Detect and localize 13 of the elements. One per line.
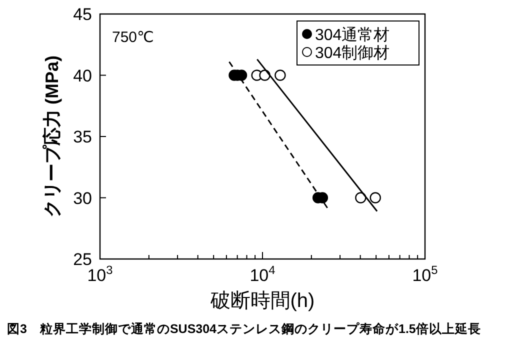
y-tick-label: 25 bbox=[73, 250, 92, 269]
caption: 図3 粒界工学制御で通常のSUS304ステンレス鋼のクリープ寿命が1.5倍以上延長 bbox=[7, 321, 481, 336]
y-tick-label: 30 bbox=[73, 188, 92, 208]
legend-label: 304通常材 bbox=[315, 26, 390, 44]
y-tick-label: 35 bbox=[73, 128, 92, 146]
legend-label: 304制御材 bbox=[315, 44, 390, 62]
x-axis-title: 破断時間(h) bbox=[209, 290, 315, 312]
y-axis-title: クリープ応力 (MPa) bbox=[42, 55, 62, 218]
x-tick-label: 10$^{5}$ bbox=[412, 263, 438, 285]
annotation: 750℃ bbox=[112, 29, 154, 46]
y-tick-label: 45 bbox=[73, 5, 92, 24]
x-tick-label: 10$^{4}$ bbox=[250, 263, 276, 285]
y-tick-label: 40 bbox=[73, 66, 92, 86]
